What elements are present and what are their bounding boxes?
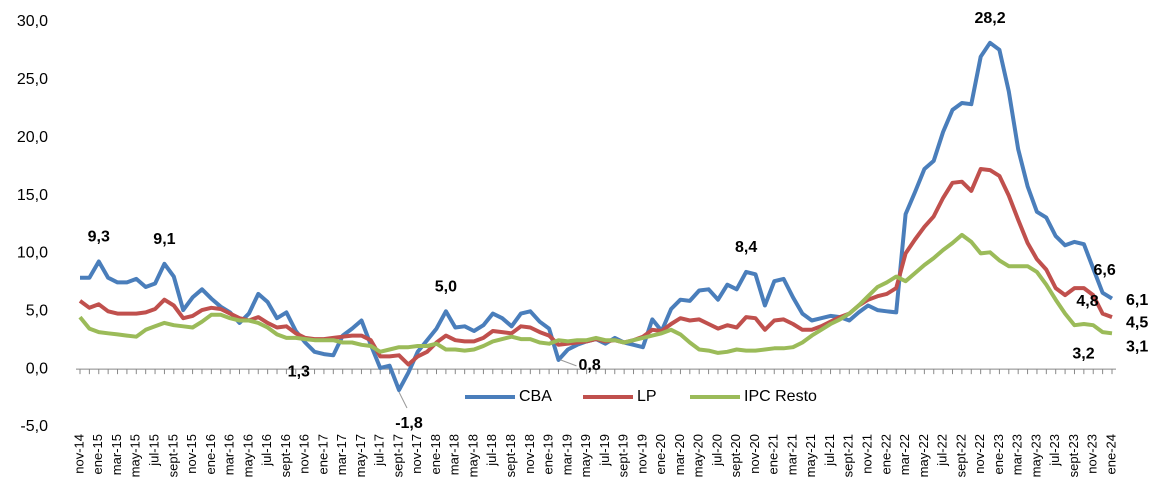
- x-tick-label: may-21: [803, 434, 818, 477]
- x-tick-label: may-22: [916, 434, 931, 477]
- leader-line: [398, 391, 408, 409]
- value-label: 9,3: [88, 229, 110, 246]
- x-tick-label: ene-20: [653, 434, 668, 474]
- y-tick-label: 20,0: [17, 129, 48, 146]
- x-tick-label: jul-20: [709, 434, 724, 467]
- x-tick-label: ene-19: [541, 434, 556, 474]
- value-label: 6,1: [1126, 292, 1148, 309]
- x-tick-label: mar-20: [672, 434, 687, 475]
- x-tick-label: ene-18: [428, 434, 443, 474]
- x-tick-label: sept-23: [1066, 434, 1081, 477]
- x-tick-label: jul-17: [372, 434, 387, 467]
- y-tick-label: 5,0: [26, 303, 48, 320]
- x-tick-label: sept-20: [728, 434, 743, 477]
- x-tick-label: sept-15: [165, 434, 180, 477]
- value-label: 5,0: [435, 279, 457, 296]
- value-label: 3,1: [1126, 338, 1148, 355]
- x-tick-label: jul-16: [259, 434, 274, 467]
- value-label: 4,8: [1076, 293, 1098, 310]
- x-tick-label: nov-14: [71, 434, 86, 474]
- x-tick-label: sept-18: [503, 434, 518, 477]
- x-tick-label: may-19: [578, 434, 593, 477]
- series-line: [78, 167, 1113, 367]
- value-label: 1,3: [288, 363, 310, 380]
- legend-label: CBA: [519, 388, 552, 405]
- x-tick-label: sept-22: [953, 434, 968, 477]
- x-tick-label: ene-17: [315, 434, 330, 474]
- x-tick-label: ene-22: [878, 434, 893, 474]
- x-tick-label: may-17: [353, 434, 368, 477]
- x-tick-label: may-16: [240, 434, 255, 477]
- legend-label: IPC Resto: [744, 388, 817, 405]
- x-tick-label: nov-19: [634, 434, 649, 474]
- x-tick-label: mar-17: [334, 434, 349, 475]
- x-tick-label: jul-22: [935, 434, 950, 467]
- x-tick-label: nov-18: [522, 434, 537, 474]
- x-tick-label: mar-23: [1010, 434, 1025, 475]
- x-tick-label: mar-19: [559, 434, 574, 475]
- value-label: 4,5: [1126, 314, 1148, 331]
- x-tick-label: nov-17: [409, 434, 424, 474]
- x-tick-label: sept-21: [841, 434, 856, 477]
- x-tick-label: ene-24: [1103, 434, 1118, 474]
- x-tick-label: mar-21: [784, 434, 799, 475]
- x-tick-label: sept-17: [390, 434, 405, 477]
- x-tick-label: nov-16: [297, 434, 312, 474]
- value-label: -1,8: [395, 415, 423, 432]
- y-tick-label: 25,0: [17, 71, 48, 88]
- x-tick-label: jul-23: [1047, 434, 1062, 467]
- x-tick-label: may-20: [691, 434, 706, 477]
- x-tick-label: jul-15: [146, 434, 161, 467]
- value-label: 9,1: [153, 231, 175, 248]
- x-tick-label: may-15: [128, 434, 143, 477]
- y-tick-label: 10,0: [17, 245, 48, 262]
- y-tick-label: 0,0: [26, 360, 48, 377]
- value-label: 8,4: [735, 239, 757, 256]
- x-tick-label: jul-21: [822, 434, 837, 467]
- x-tick-label: nov-21: [860, 434, 875, 474]
- series-line: [78, 232, 1113, 355]
- y-tick-label: 15,0: [17, 187, 48, 204]
- x-tick-label: sept-19: [616, 434, 631, 477]
- value-label: 6,6: [1093, 262, 1115, 279]
- leader-line: [560, 359, 577, 367]
- x-tick-label: jul-19: [597, 434, 612, 467]
- x-tick-label: nov-23: [1085, 434, 1100, 474]
- value-label: 0,8: [578, 357, 600, 374]
- x-tick-label: ene-16: [203, 434, 218, 474]
- x-tick-label: nov-15: [184, 434, 199, 474]
- x-tick-label: ene-21: [766, 434, 781, 474]
- x-tick-label: nov-22: [972, 434, 987, 474]
- x-tick-label: mar-18: [447, 434, 462, 475]
- x-tick-label: jul-18: [484, 434, 499, 467]
- x-tick-label: mar-15: [109, 434, 124, 475]
- x-tick-label: nov-20: [747, 434, 762, 474]
- value-label: 3,2: [1072, 345, 1094, 362]
- y-tick-label: -5,0: [20, 418, 48, 435]
- legend-label: LP: [637, 388, 657, 405]
- x-tick-label: may-23: [1028, 434, 1043, 477]
- y-tick-label: 30,0: [17, 13, 48, 30]
- x-tick-label: sept-16: [278, 434, 293, 477]
- x-tick-label: may-18: [465, 434, 480, 477]
- value-label: 28,2: [974, 10, 1005, 27]
- x-tick-label: mar-22: [897, 434, 912, 475]
- x-tick-label: ene-15: [90, 434, 105, 474]
- x-tick-label: ene-23: [991, 434, 1006, 474]
- x-tick-label: mar-16: [222, 434, 237, 475]
